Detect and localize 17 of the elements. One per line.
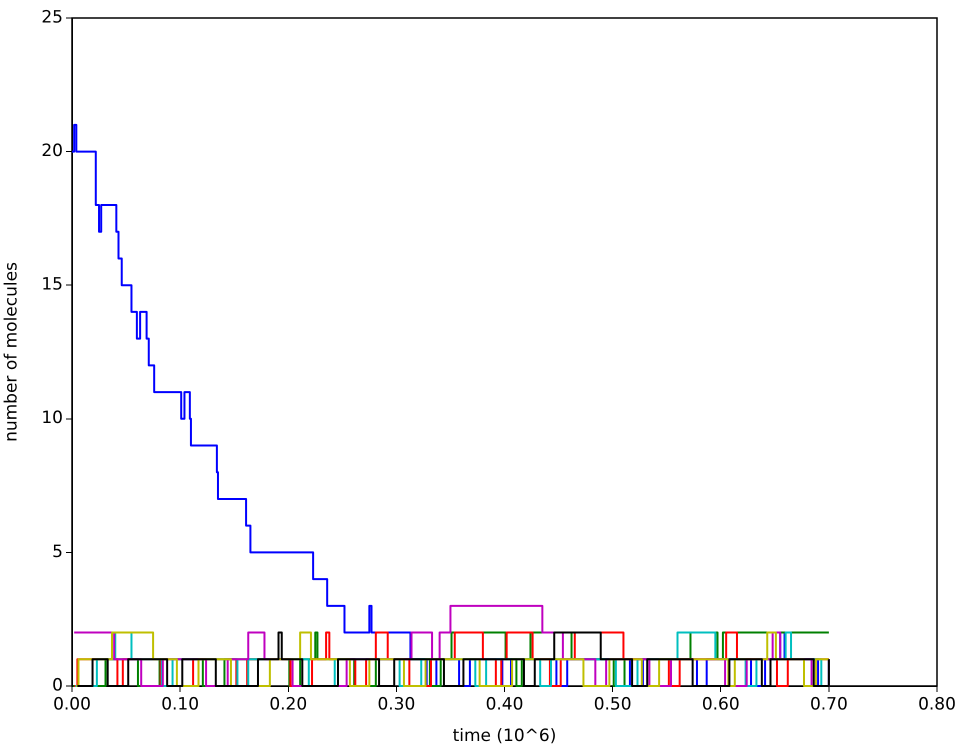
x-tick-label: 0.10 (161, 694, 200, 715)
y-tick-label: 25 (41, 7, 63, 28)
x-tick-label: 0.40 (486, 694, 524, 715)
x-tick-label: 0.70 (810, 694, 848, 715)
x-tick-label: 0.00 (53, 694, 91, 715)
y-tick-label: 20 (41, 141, 63, 162)
x-axis-title: time (10^6) (452, 726, 556, 746)
y-tick-label: 5 (52, 542, 63, 562)
y-tick-label: 0 (52, 675, 63, 696)
y-axis-title: number of molecules (2, 262, 22, 442)
x-tick-label: 0.50 (594, 694, 632, 715)
x-tick-label: 0.60 (702, 694, 740, 715)
y-tick-label: 10 (41, 408, 63, 428)
x-tick-label: 0.30 (377, 694, 416, 715)
x-tick-label: 0.20 (269, 694, 308, 715)
y-tick-label: 15 (41, 274, 63, 295)
x-tick-label: 0.80 (918, 694, 956, 715)
